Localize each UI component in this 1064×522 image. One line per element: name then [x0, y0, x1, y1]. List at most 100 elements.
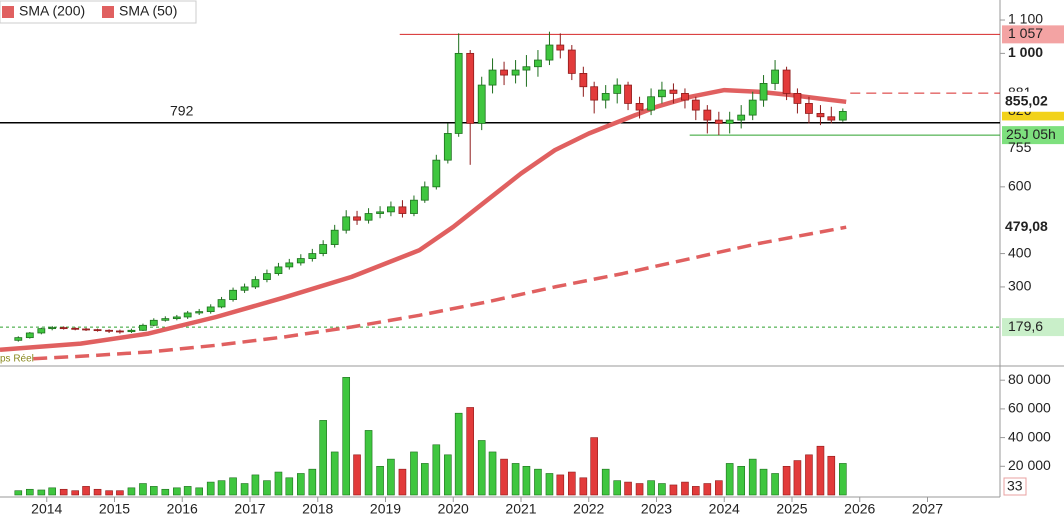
- candle-body: [500, 69, 508, 76]
- candle-body: [139, 324, 147, 331]
- candle-body: [477, 84, 486, 124]
- candle-body: [793, 93, 802, 104]
- price-panel: [0, 31, 1000, 361]
- level-tag: [1002, 25, 1064, 44]
- volume-bar: [139, 483, 147, 496]
- level-label: 1 057: [1008, 25, 1043, 41]
- candle-body: [545, 44, 554, 61]
- volume-bar: [14, 490, 23, 496]
- volume-bar: [26, 488, 34, 496]
- volume-bar: [105, 490, 113, 496]
- volume-bar: [398, 468, 407, 496]
- candle-body: [420, 186, 429, 201]
- candle-body: [274, 266, 283, 274]
- volume-bar: [771, 473, 779, 496]
- candle-body: [410, 199, 418, 214]
- volume-bar: [387, 458, 395, 496]
- volume-bar: [183, 486, 192, 496]
- x-tick-label: 2023: [641, 501, 672, 517]
- candle-body: [714, 119, 723, 124]
- volume-bar: [93, 488, 102, 496]
- volume-bar: [658, 483, 666, 496]
- level-label: 179,6: [1008, 318, 1043, 334]
- volume-bar: [127, 487, 136, 496]
- volume-bar: [240, 483, 249, 496]
- candle-body: [172, 316, 181, 320]
- candle-body: [330, 229, 339, 245]
- candle-body: [669, 89, 678, 94]
- volume-bar: [308, 468, 317, 496]
- volume-bar: [285, 477, 294, 496]
- candle-body: [319, 244, 328, 254]
- sma-last-label: 479,08: [1005, 218, 1048, 234]
- candle-body: [251, 279, 260, 288]
- volume-bar: [116, 490, 124, 496]
- candle-body: [771, 69, 779, 84]
- legend-swatch: [2, 6, 14, 18]
- candle-body: [353, 216, 361, 221]
- candle-body: [161, 318, 170, 321]
- volume-bar: [420, 463, 429, 496]
- volume-tick-label: 80 000: [1008, 371, 1051, 387]
- x-tick-label: 2017: [234, 501, 265, 517]
- candle-body: [681, 93, 689, 101]
- volume-bar: [545, 473, 554, 496]
- candle-body: [71, 327, 80, 330]
- volume-bar: [759, 468, 768, 496]
- volume-bar: [206, 481, 215, 496]
- y-tick-label: 1 100: [1008, 11, 1043, 27]
- candle-body: [556, 44, 565, 51]
- volume-bar: [635, 483, 644, 496]
- source-note: ps Réel: [0, 354, 34, 365]
- volume-bar: [500, 458, 508, 496]
- candle-body: [522, 66, 531, 71]
- x-tick-label: 2025: [776, 501, 807, 517]
- sma-tag: [1002, 217, 1064, 238]
- candle-body: [308, 253, 317, 259]
- candle-body: [725, 119, 734, 124]
- volume-tick-label: 20 000: [1008, 457, 1051, 473]
- volume-bar: [353, 454, 361, 496]
- volume-bar: [59, 488, 68, 496]
- candle-body: [149, 319, 158, 326]
- volume-bar: [647, 480, 655, 496]
- x-tick-label: 2018: [302, 501, 333, 517]
- volume-bar: [827, 455, 836, 496]
- y-tick-label: 300: [1008, 278, 1032, 294]
- volume-bar: [217, 480, 226, 496]
- volume-bar: [297, 473, 305, 496]
- countdown-label: 25J 05h: [1006, 126, 1056, 142]
- x-tick-label: 2024: [709, 501, 740, 517]
- volume-bar: [454, 412, 463, 496]
- legend-swatch: [102, 6, 114, 18]
- candle-body: [590, 86, 599, 101]
- x-tick-label: 2014: [31, 501, 62, 517]
- candle-body: [613, 84, 622, 94]
- volume-bar: [590, 437, 598, 496]
- candle-body: [342, 216, 351, 231]
- volume-bar: [681, 481, 689, 496]
- volume-bar: [319, 420, 327, 496]
- sma-tag: [1002, 91, 1064, 112]
- candle-body: [285, 262, 294, 268]
- candle-body: [454, 52, 463, 134]
- volume-bar: [263, 480, 271, 496]
- level-label: 755: [1008, 139, 1032, 155]
- countdown-tag: [1002, 126, 1064, 145]
- candle-body: [93, 329, 102, 332]
- volume-tick-label: 60 000: [1008, 400, 1051, 416]
- volume-bar: [703, 483, 712, 496]
- volume-bar: [410, 451, 418, 496]
- candle-body: [782, 69, 791, 94]
- volume-bar: [444, 454, 452, 496]
- volume-bar: [568, 471, 576, 496]
- volume-tag: [1003, 477, 1027, 496]
- candle-body: [737, 114, 746, 121]
- candle-body: [443, 133, 452, 161]
- volume-bar: [816, 445, 825, 496]
- x-tick-label: 2016: [167, 501, 198, 517]
- volume-bar: [793, 460, 802, 496]
- y-tick-label: 1 000: [1008, 44, 1043, 60]
